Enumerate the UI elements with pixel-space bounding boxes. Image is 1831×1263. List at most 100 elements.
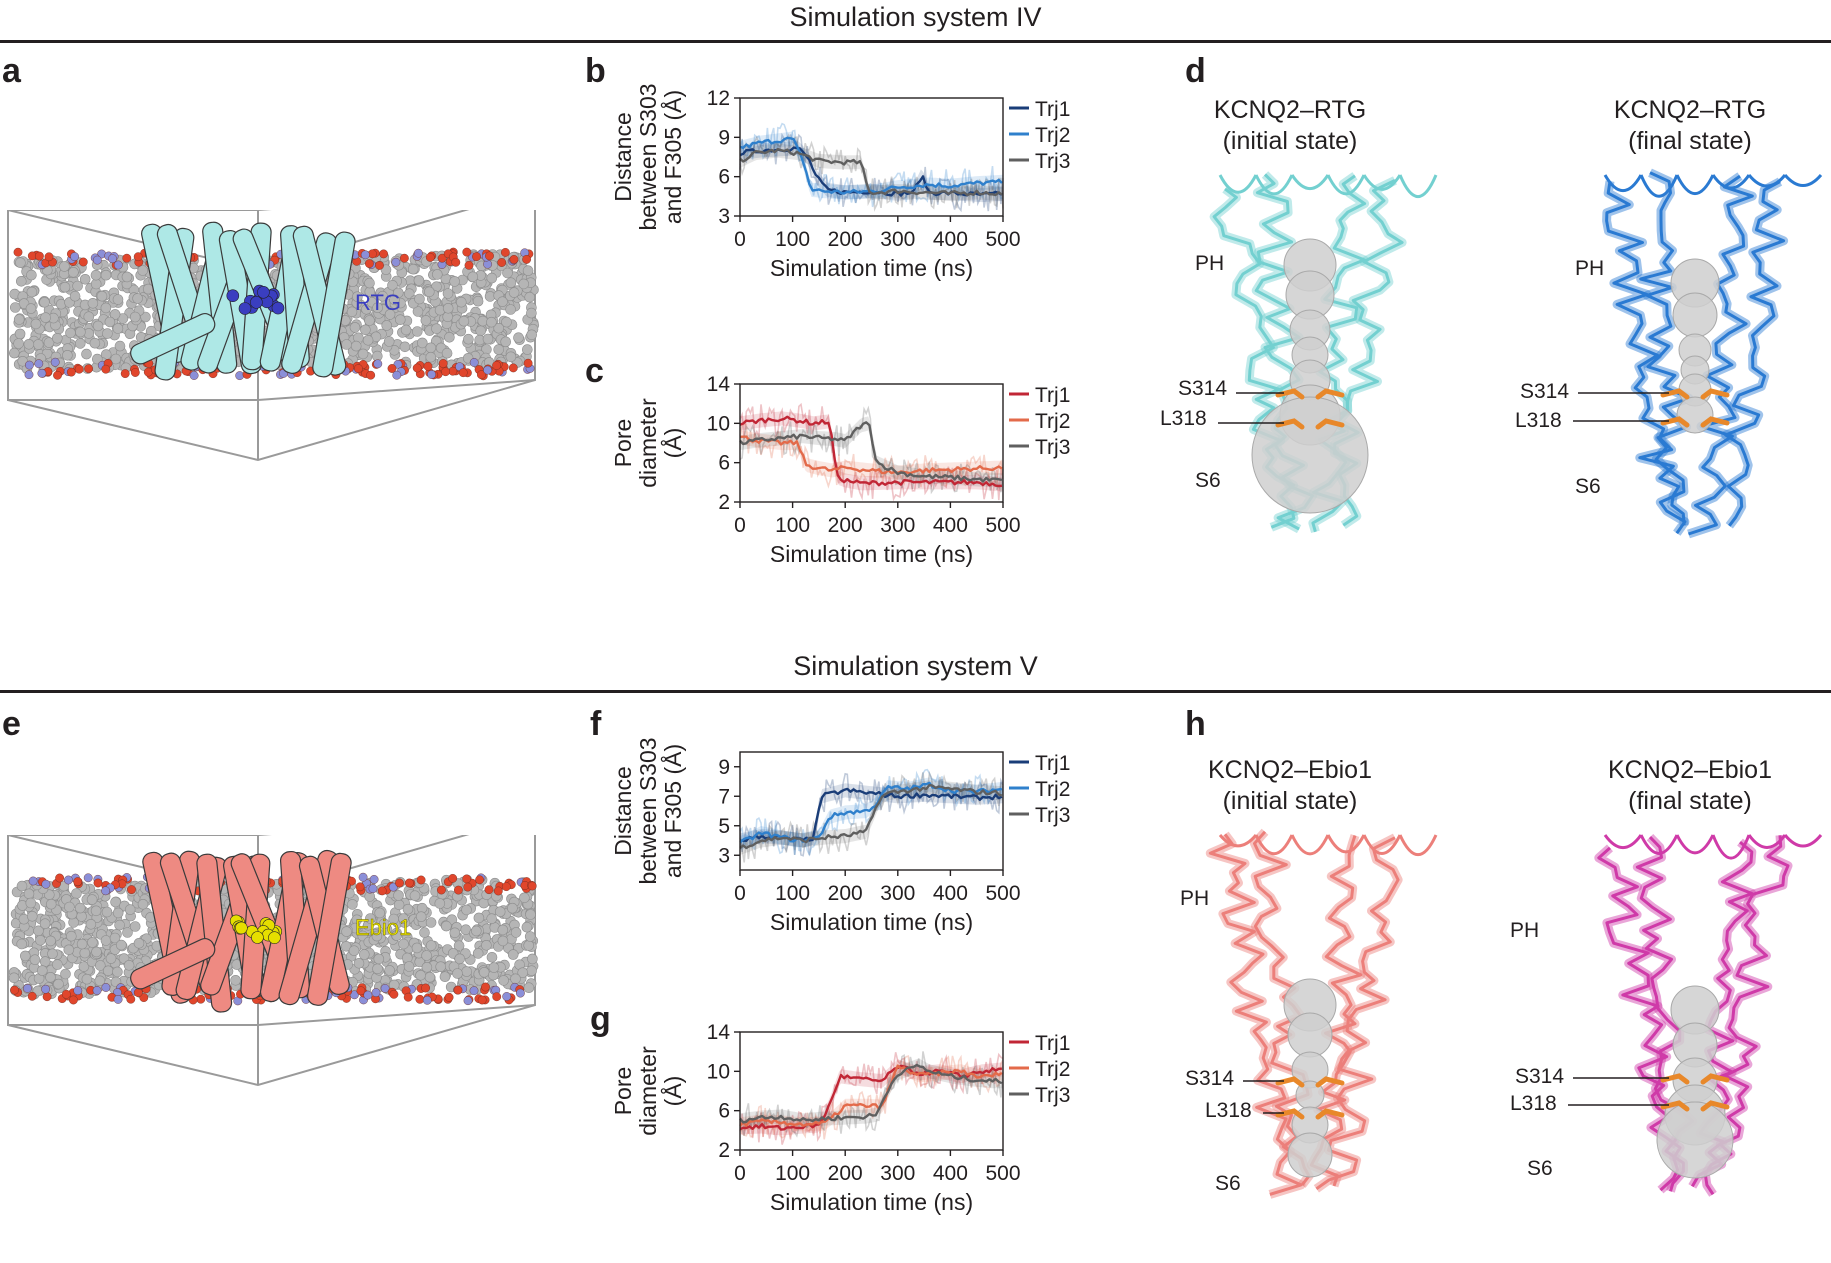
label-ph: PH — [1195, 252, 1224, 275]
series-line-trj2 — [739, 1064, 1003, 1127]
structure-rtg-initial: PH S314 L318 S6 — [1160, 171, 1438, 534]
series-line-trj3 — [739, 1063, 1003, 1124]
x-tick-label: 400 — [933, 1162, 968, 1185]
structure-title-line1: KCNQ2–Ebio1 — [1608, 756, 1772, 784]
label-s6: S6 — [1215, 1172, 1241, 1195]
legend-label-trj1: Trj1 — [1035, 1032, 1070, 1055]
series-line-trj2 — [739, 136, 1003, 195]
structure-title-line1: KCNQ2–RTG — [1613, 96, 1767, 124]
label-l318: L318 — [1160, 407, 1207, 430]
chart-g-pore-ebio: 0 100 200 300 400 500 2 6 10 14 Simulation time (n… — [610, 1021, 1070, 1215]
chart-c-pore-rtg: 0 100 200 300 400 500 2 6 10 14 Simulation time (n… — [610, 373, 1070, 567]
membrane-system-v: Ebio1 — [7, 835, 539, 1087]
label-ph: PH — [1510, 919, 1539, 942]
panel-letter-a: a — [2, 52, 21, 90]
ligand-spheres — [229, 914, 283, 945]
y-tick-label: 5 — [718, 815, 730, 838]
section-title-v: Simulation system V — [793, 651, 1038, 681]
x-tick-label: 0 — [734, 1162, 746, 1185]
x-tick-label: 100 — [775, 1162, 810, 1185]
y-axis-label-line: and F305 (Å) — [659, 90, 686, 224]
x-tick-label: 200 — [828, 882, 863, 905]
y-tick-label: 12 — [707, 87, 730, 110]
x-tick-label: 300 — [880, 228, 915, 251]
chart-c-plot-area — [739, 402, 1004, 502]
x-tick-label: 200 — [828, 514, 863, 537]
x-tick-label: 300 — [880, 1162, 915, 1185]
y-axis-label-line: Distance — [610, 766, 636, 855]
structure-title-line1: KCNQ2–Ebio1 — [1208, 756, 1372, 784]
legend-label-trj3: Trj3 — [1035, 804, 1070, 827]
plot-frame — [739, 1031, 1004, 1151]
x-axis-label: Simulation time (ns) — [770, 1189, 973, 1215]
x-tick-label: 500 — [985, 514, 1020, 537]
structure-ebio-initial: PH S314 L318 S6 — [1180, 828, 1438, 1199]
y-tick-label: 14 — [707, 1021, 731, 1044]
legend-label-trj2: Trj2 — [1035, 778, 1070, 801]
x-tick-label: 400 — [933, 882, 968, 905]
y-axis-label: Distance between S303 and F305 (Å) — [610, 737, 686, 884]
section-rule-v — [0, 690, 1831, 693]
ligand-spheres — [226, 284, 285, 315]
label-s6: S6 — [1527, 1157, 1553, 1180]
y-tick-label: 6 — [718, 166, 730, 189]
legend-label-trj2: Trj2 — [1035, 124, 1070, 147]
label-s6: S6 — [1575, 475, 1601, 498]
chart-f-distance-ebio: 0 100 200 300 400 500 3 5 7 9 Simulation time (ns)… — [610, 737, 1070, 935]
y-axis-label-line: between S303 — [635, 737, 661, 884]
series-line-trj3 — [739, 147, 1003, 197]
y-axis-label-line: diameter — [635, 1046, 661, 1136]
label-s314: S314 — [1178, 377, 1227, 400]
legend-label-trj3: Trj3 — [1035, 1084, 1070, 1107]
membrane-system-iv: RTG — [7, 210, 540, 462]
structure-title-line2: (final state) — [1628, 787, 1752, 815]
structure-title-ebio-final: KCNQ2–Ebio1 (final state) — [1560, 755, 1820, 817]
series-band-trj3 — [740, 1058, 1003, 1128]
structure-rtg-final: PH S314 L318 S6 — [1515, 168, 1823, 539]
x-tick-label: 300 — [880, 514, 915, 537]
panel-letter-e: e — [2, 705, 21, 743]
structure-title-line1: KCNQ2–RTG — [1213, 96, 1367, 124]
structure-ebio-final: PH S314 L318 S6 — [1510, 833, 1823, 1197]
label-s314: S314 — [1520, 380, 1569, 403]
series-band-trj2 — [740, 777, 1003, 851]
y-tick-label: 9 — [718, 126, 730, 149]
structure-title-line2: (initial state) — [1222, 127, 1358, 155]
chart-g-plot-area — [739, 1051, 1004, 1145]
plot-frame — [739, 751, 1004, 871]
y-axis-label-line: Pore — [610, 419, 636, 468]
series-noise-trj2 — [739, 122, 1004, 208]
y-axis-label-line: (Å) — [659, 1076, 686, 1107]
x-tick-label: 100 — [775, 514, 810, 537]
legend-label-trj1: Trj1 — [1035, 384, 1070, 407]
y-tick-label: 10 — [707, 412, 730, 435]
y-axis-label-line: (Å) — [659, 428, 686, 459]
x-axis-label: Simulation time (ns) — [770, 541, 973, 567]
label-ph: PH — [1575, 257, 1604, 280]
structure-title-line2: (final state) — [1628, 127, 1752, 155]
box-bottom — [7, 1004, 536, 1087]
structure-title-rtg-final: KCNQ2–RTG (final state) — [1560, 95, 1820, 157]
y-axis-label: Pore diameter (Å) — [610, 398, 686, 488]
y-tick-label: 6 — [718, 452, 730, 475]
y-axis-label: Distance between S303 and F305 (Å) — [610, 83, 686, 230]
panel-letter-h: h — [1185, 705, 1206, 743]
series-band-trj2 — [740, 430, 1003, 480]
y-axis-label-line: Distance — [610, 112, 636, 201]
y-axis-label-line: diameter — [635, 398, 661, 488]
chart-f-plot-area — [739, 768, 1004, 863]
series-band-trj1 — [740, 1059, 1003, 1136]
legend-label-trj3: Trj3 — [1035, 150, 1070, 173]
x-tick-label: 400 — [933, 514, 968, 537]
label-s6: S6 — [1195, 469, 1221, 492]
y-tick-label: 6 — [718, 1100, 730, 1123]
y-axis-label-line: and F305 (Å) — [659, 744, 686, 878]
series-band-trj3 — [740, 416, 1003, 488]
x-tick-label: 500 — [985, 228, 1020, 251]
legend-label-trj2: Trj2 — [1035, 1058, 1070, 1081]
protein-cylinders — [130, 221, 356, 381]
x-tick-label: 100 — [775, 882, 810, 905]
label-l318: L318 — [1205, 1099, 1252, 1122]
y-tick-label: 7 — [718, 785, 730, 808]
panel-letter-c: c — [585, 352, 604, 390]
